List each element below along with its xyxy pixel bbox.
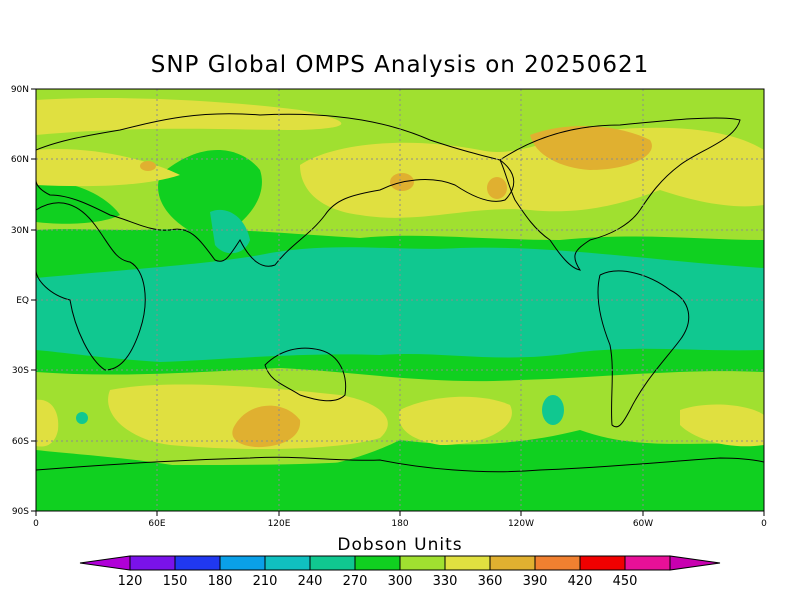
colorbar-label: 120	[118, 574, 143, 589]
lon-labels: 0 60E 120E 180 120W 60W 0	[33, 519, 767, 529]
coast-australia	[264, 347, 347, 402]
coast-eurasia	[36, 113, 515, 267]
colorbar-label: 150	[163, 574, 188, 589]
lon-label-120e: 120E	[268, 519, 291, 529]
teal-asia	[210, 209, 250, 254]
colorbar-segment	[354, 555, 401, 571]
lon-label-0-right: 0	[761, 519, 767, 529]
coastlines	[36, 113, 764, 473]
orange-south-indian	[232, 405, 301, 448]
orange-pacific-2	[487, 177, 507, 199]
colorbar-label: 390	[523, 574, 548, 589]
lat-ticks	[31, 88, 36, 512]
coast-africa	[36, 202, 146, 371]
colorbar-label: 360	[478, 574, 503, 589]
colorbar-segment	[444, 555, 491, 571]
coast-north-america	[499, 117, 741, 271]
yellow-south-atlantic	[36, 399, 59, 447]
lat-label-eq: EQ	[16, 296, 29, 306]
colorbar-title: Dobson Units	[337, 535, 463, 555]
teal-south-atlantic	[76, 412, 88, 424]
colorbar-label: 420	[568, 574, 593, 589]
colorbar-low-triangle	[79, 555, 131, 571]
graticule	[36, 89, 764, 511]
yellow-south-pacific	[399, 396, 512, 445]
colorbar-label: 270	[343, 574, 368, 589]
coast-south-america	[597, 270, 690, 428]
colorbar: 120 150 180 210 240 270 300 330 360 390 420 450	[79, 555, 721, 589]
lon-label-120w: 120W	[508, 519, 534, 529]
colorbar-segment	[219, 555, 266, 571]
lat-label-60n: 60N	[11, 155, 29, 165]
colorbar-label: 330	[433, 574, 458, 589]
lat-label-60s: 60S	[12, 437, 29, 447]
coast-antarctica	[36, 456, 764, 473]
colorbar-segment	[309, 555, 356, 571]
colorbar-segment	[264, 555, 311, 571]
colorbar-high-triangle	[669, 555, 721, 571]
colorbar-segment	[534, 555, 581, 571]
green-atlantic	[36, 180, 120, 224]
colorbar-label: 240	[298, 574, 323, 589]
teal-south-pacific	[542, 395, 564, 425]
lat-labels: 90N 60N 30N EQ 30S 60S 90S	[11, 85, 29, 517]
colorbar-segment	[399, 555, 446, 571]
colorbar-label: 300	[388, 574, 413, 589]
colorbar-label: 180	[208, 574, 233, 589]
lon-label-180: 180	[391, 519, 408, 529]
colorbar-segment	[129, 555, 176, 571]
lat-label-30s: 30S	[12, 366, 29, 376]
lon-label-60e: 60E	[148, 519, 165, 529]
lat-label-90n: 90N	[11, 85, 29, 95]
colorbar-segment	[624, 555, 671, 571]
colorbar-label: 210	[253, 574, 278, 589]
colorbar-segment	[489, 555, 536, 571]
colorbar-segment	[174, 555, 221, 571]
colorbar-segment	[579, 555, 626, 571]
lat-label-90s: 90S	[12, 507, 29, 517]
colorbar-label: 450	[613, 574, 638, 589]
lon-label-0-left: 0	[33, 519, 39, 529]
map-title: SNP Global OMPS Analysis on 20250621	[150, 52, 650, 78]
yellow-europe	[36, 149, 180, 187]
lat-label-30n: 30N	[11, 226, 29, 236]
yellow-south-east	[680, 404, 764, 447]
lon-label-60w: 60W	[633, 519, 653, 529]
orange-europe	[140, 161, 156, 171]
lon-ticks	[35, 511, 765, 516]
